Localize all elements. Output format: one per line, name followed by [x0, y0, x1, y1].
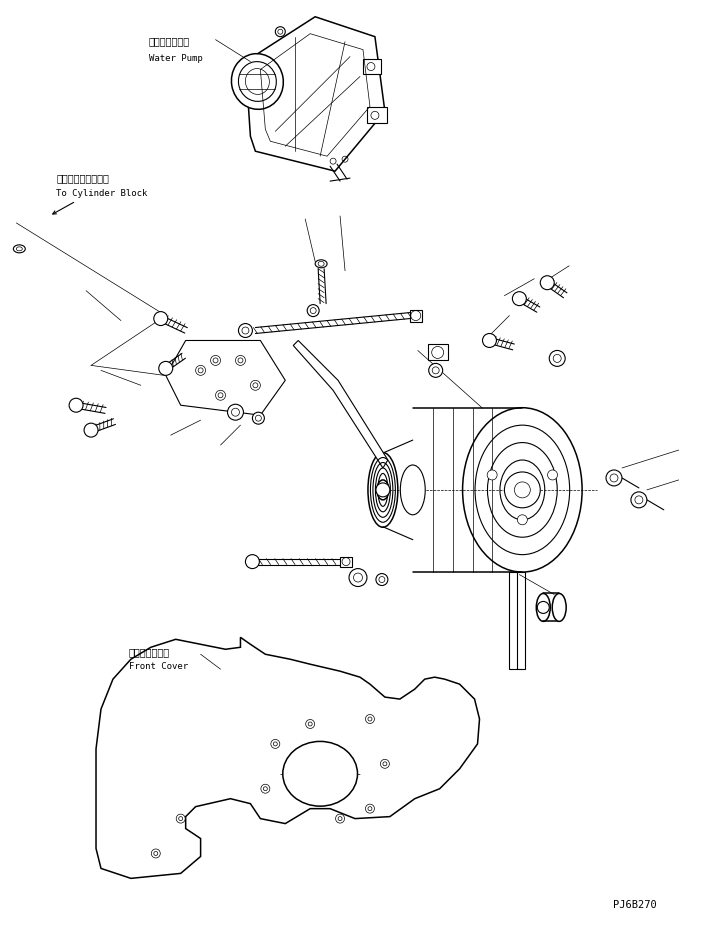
Ellipse shape: [553, 594, 566, 621]
Circle shape: [152, 849, 160, 858]
Circle shape: [253, 412, 264, 424]
Circle shape: [159, 361, 173, 375]
Ellipse shape: [239, 323, 253, 337]
Text: Water Pump: Water Pump: [149, 54, 202, 63]
Bar: [367, 107, 387, 123]
Circle shape: [228, 405, 244, 420]
Text: PJ6B270: PJ6B270: [613, 900, 656, 910]
Circle shape: [549, 350, 565, 367]
Circle shape: [548, 470, 557, 480]
Circle shape: [504, 472, 540, 507]
Circle shape: [251, 381, 261, 390]
Circle shape: [631, 492, 647, 507]
Polygon shape: [246, 17, 385, 171]
Text: シリンダブロックへ: シリンダブロックへ: [56, 173, 109, 183]
Ellipse shape: [315, 260, 327, 268]
Circle shape: [261, 784, 270, 794]
Ellipse shape: [283, 742, 357, 807]
Circle shape: [305, 720, 315, 729]
Circle shape: [271, 740, 280, 748]
Circle shape: [431, 346, 444, 358]
Text: フロントカバー: フロントカバー: [129, 647, 170, 657]
Circle shape: [487, 470, 497, 480]
Circle shape: [606, 470, 622, 486]
Circle shape: [429, 363, 443, 377]
Circle shape: [236, 356, 246, 366]
Text: ウォータポンプ: ウォータポンプ: [149, 37, 190, 46]
Circle shape: [380, 759, 389, 769]
Circle shape: [365, 804, 375, 813]
Circle shape: [154, 311, 168, 326]
Circle shape: [307, 305, 319, 317]
Bar: [410, 309, 422, 321]
Text: To Cylinder Block: To Cylinder Block: [56, 189, 147, 198]
Circle shape: [538, 602, 549, 613]
Bar: [363, 58, 381, 73]
Circle shape: [196, 366, 206, 375]
Circle shape: [540, 276, 554, 290]
Ellipse shape: [231, 54, 283, 109]
Circle shape: [69, 398, 83, 412]
Bar: [340, 557, 352, 567]
Circle shape: [376, 573, 388, 585]
Ellipse shape: [400, 465, 425, 515]
Circle shape: [483, 333, 496, 347]
Circle shape: [513, 292, 526, 306]
Circle shape: [176, 814, 185, 823]
Ellipse shape: [463, 407, 582, 572]
Circle shape: [335, 814, 345, 823]
Circle shape: [518, 515, 528, 525]
Text: Front Cover: Front Cover: [129, 662, 188, 671]
Circle shape: [246, 555, 259, 569]
Circle shape: [376, 483, 390, 497]
Circle shape: [84, 423, 98, 437]
Ellipse shape: [368, 453, 398, 527]
Circle shape: [216, 390, 226, 400]
Circle shape: [514, 482, 530, 498]
Polygon shape: [96, 637, 479, 879]
Bar: [509, 571, 525, 669]
Polygon shape: [293, 341, 388, 468]
Polygon shape: [166, 341, 286, 415]
Bar: [428, 344, 448, 360]
Circle shape: [365, 715, 375, 723]
Circle shape: [211, 356, 221, 366]
Circle shape: [349, 569, 367, 586]
Ellipse shape: [536, 594, 550, 621]
